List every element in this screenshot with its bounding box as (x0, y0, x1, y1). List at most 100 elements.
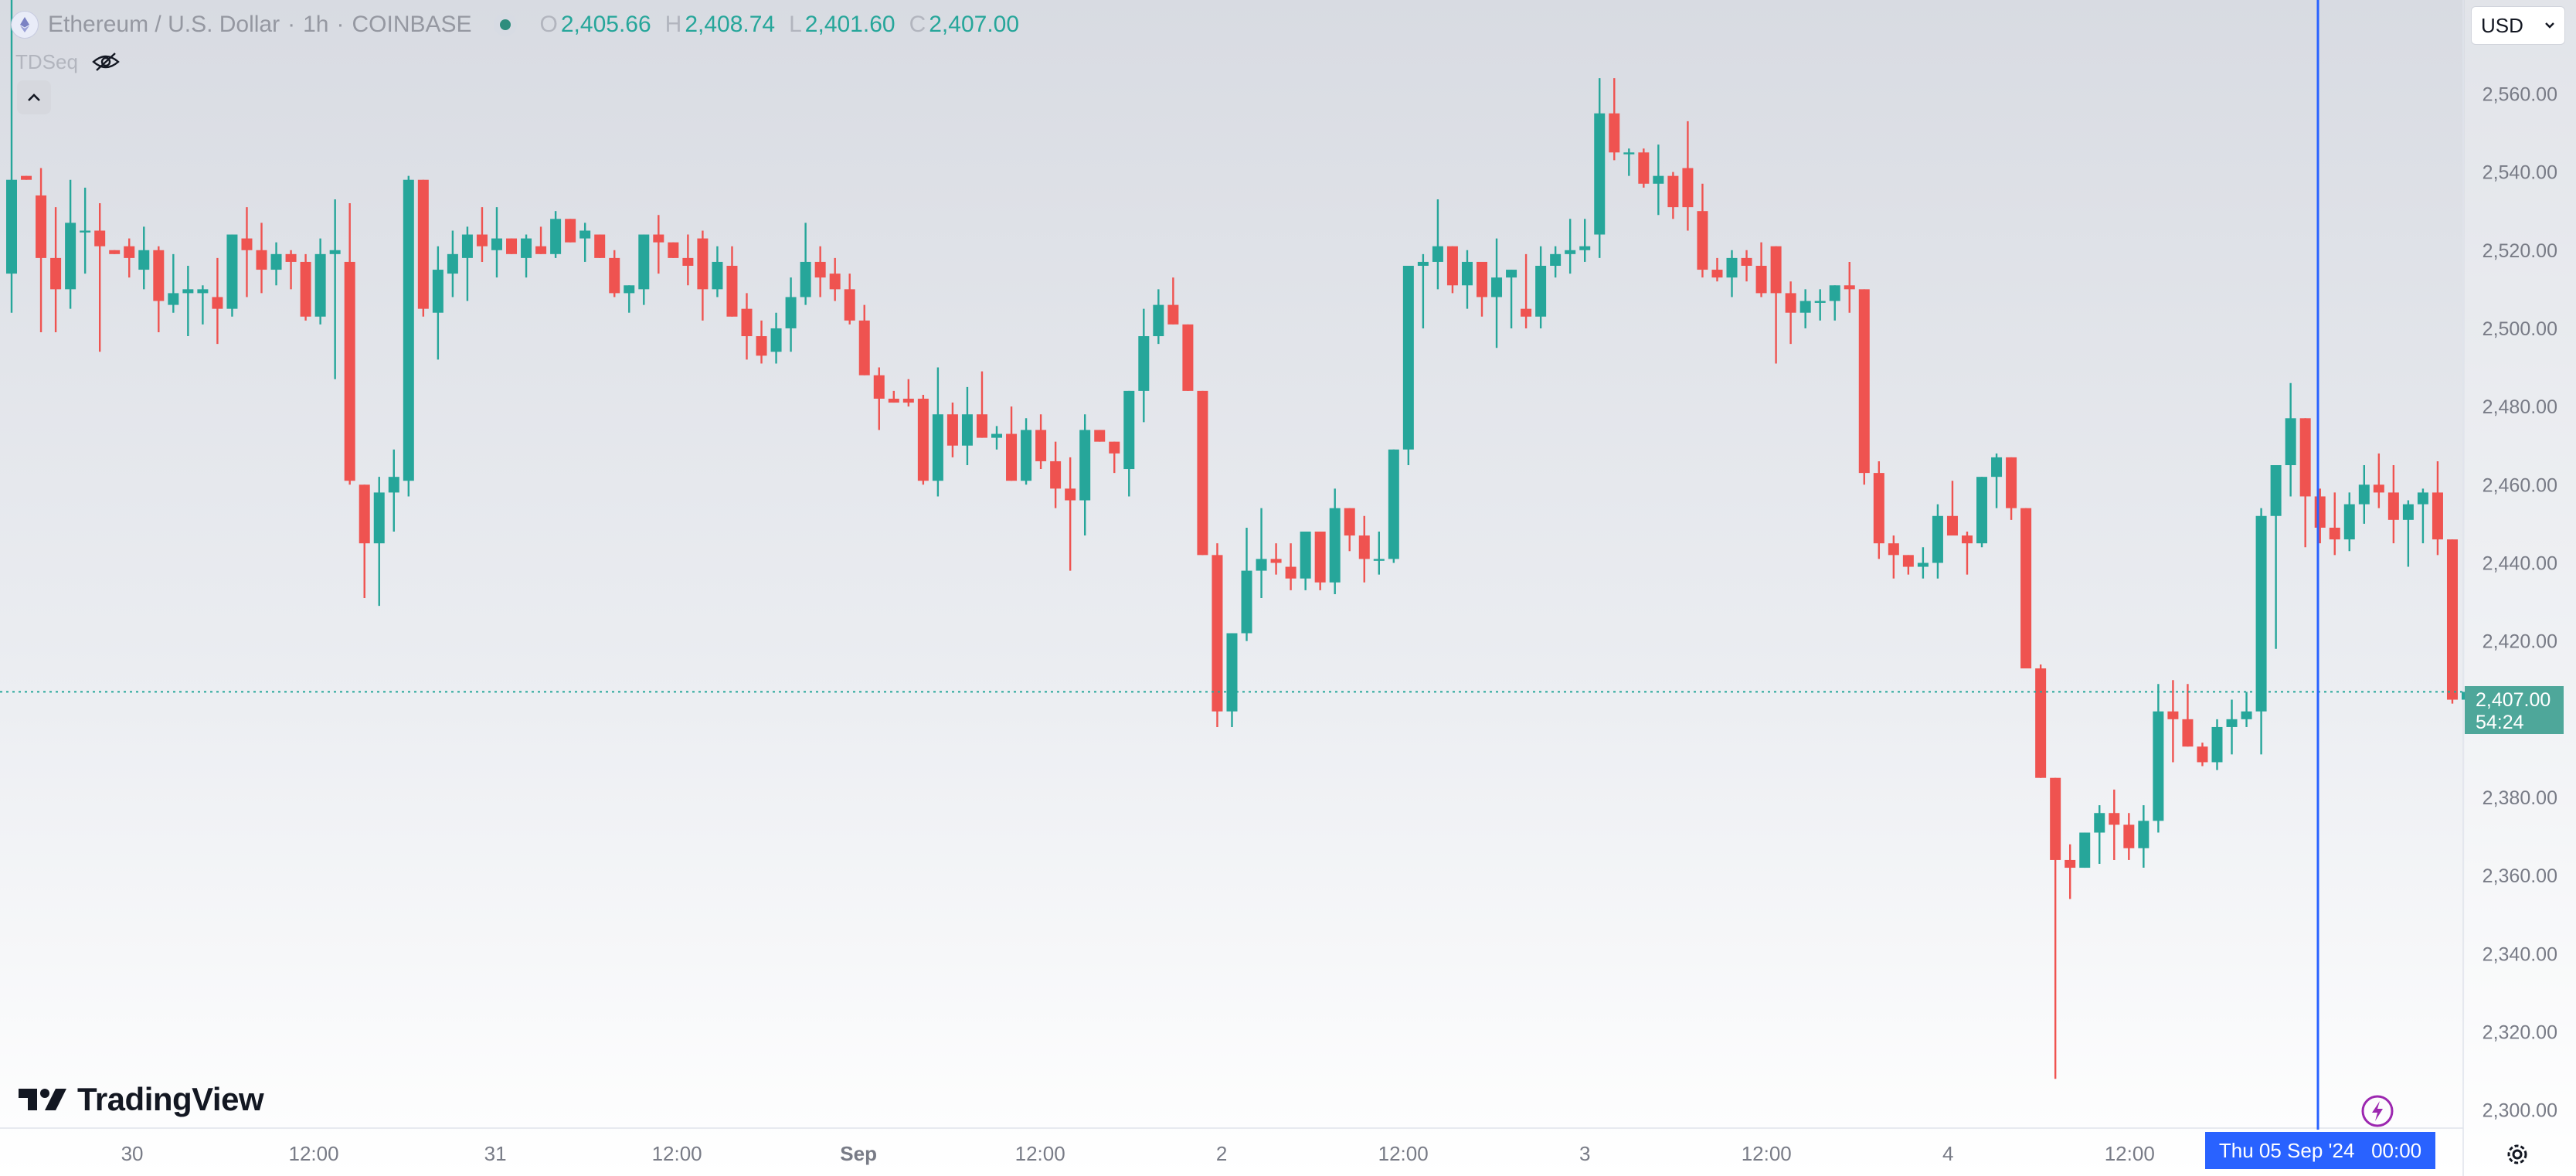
candle-body (65, 223, 76, 290)
candle-body (300, 261, 311, 317)
time-axis: 30 12:00 31 12:00 Sep 12:00 2 12:00 3 12:00 4 12:00 (121, 1142, 2155, 1165)
separator-dot: · (287, 12, 296, 37)
candle-body (2270, 465, 2282, 516)
tradingview-logo[interactable]: TradingView (19, 1079, 264, 1120)
candle-body (1256, 559, 1267, 571)
candle-body (1212, 555, 1223, 712)
candle-body (1976, 477, 1988, 544)
candle-body (1094, 430, 1106, 442)
brand-name: TradingView (77, 1081, 264, 1117)
candle-body (1770, 246, 1782, 294)
eye-off-icon[interactable] (92, 49, 123, 74)
lightning-icon[interactable] (2360, 1094, 2394, 1128)
candle-body (1946, 515, 1958, 536)
candle-body (491, 238, 502, 250)
candle-body (858, 320, 870, 376)
candle-body (2211, 726, 2223, 763)
close-key: C (909, 12, 926, 37)
candle-body (961, 414, 973, 446)
candle-body (829, 274, 841, 290)
candle-body (1726, 257, 1738, 278)
candle-body (1123, 390, 1135, 470)
candle-body (1844, 285, 1855, 290)
candle-body (1241, 570, 1252, 634)
candle-body (1785, 293, 1796, 313)
candle-body (1329, 508, 1341, 583)
candle-body (535, 246, 547, 254)
candle-body (1741, 257, 1752, 266)
candle-body (1506, 270, 1517, 278)
candle-body (1153, 304, 1164, 337)
candle-body (1521, 308, 1532, 317)
candle-body (138, 250, 150, 270)
price-axis: 2,300.00 2,320.00 2,340.00 2,360.00 2,380.00… (2483, 5, 2557, 1121)
symbol-legend: Ethereum / U.S. Dollar · 1h · COINBASE O… (11, 8, 1019, 42)
candle-body (2094, 813, 2105, 833)
gear-icon[interactable] (2503, 1140, 2531, 1168)
market-status-icon[interactable] (493, 13, 517, 36)
candle-body (124, 246, 135, 258)
candle-body (2197, 746, 2208, 763)
candle-body (2432, 492, 2443, 540)
symbol-name[interactable]: Ethereum / U.S. Dollar (48, 12, 280, 37)
candle-body (565, 219, 576, 243)
candle-body (902, 399, 914, 403)
candle-body (1991, 457, 2003, 478)
last-price-value: 2,407.00 (2476, 689, 2551, 711)
candle-body (1873, 473, 1884, 544)
candle-body (168, 293, 179, 305)
candle-body (1667, 175, 1679, 208)
candle-body (2241, 711, 2252, 719)
candle-body (153, 250, 165, 301)
candle-body (388, 477, 399, 493)
candle-body (109, 250, 121, 254)
candle-body (329, 250, 341, 254)
candle-body (1344, 508, 1355, 536)
candle-body (550, 219, 562, 254)
candle-body (2006, 457, 2017, 508)
candle-body (624, 285, 635, 294)
exchange-label: COINBASE (352, 12, 472, 37)
candle-body (476, 234, 488, 246)
time-tick-label: 12:00 (2105, 1142, 2155, 1165)
candle-body (2446, 539, 2458, 700)
high-key: H (664, 12, 682, 37)
price-tick-label: 2,340.00 (2483, 943, 2557, 965)
currency-select[interactable]: USD (2471, 6, 2565, 45)
candle-body (461, 234, 473, 258)
candle-body (1226, 633, 1238, 712)
candle-body (182, 289, 194, 294)
candle-body (991, 433, 1003, 438)
indicator-name[interactable]: TDSeq (15, 49, 78, 73)
price-tick-label: 2,420.00 (2483, 631, 2557, 653)
candle-body (6, 179, 17, 274)
candle-body (1285, 566, 1296, 579)
candle-body (873, 375, 885, 399)
open-value: 2,405.66 (560, 12, 651, 37)
candle-body (668, 242, 679, 258)
time-tick-label: Sep (840, 1142, 877, 1165)
candle-body (800, 261, 811, 297)
time-tick-label: 3 (1579, 1142, 1590, 1165)
price-tick-label: 2,540.00 (2483, 162, 2557, 184)
price-tick-label: 2,320.00 (2483, 1022, 2557, 1044)
candle-body (2285, 418, 2296, 465)
candle-body (1917, 563, 1929, 567)
candle-body (403, 179, 414, 481)
candle-body (682, 257, 694, 266)
indicator-legend: TDSeq (15, 46, 123, 77)
interval-label[interactable]: 1h (303, 12, 329, 37)
candle-body (2167, 711, 2179, 719)
candle-body (2417, 492, 2428, 505)
candle-body (1021, 430, 1032, 481)
candle-body (579, 230, 591, 239)
time-tick-label: 12:00 (1378, 1142, 1429, 1165)
price-tick-label: 2,500.00 (2483, 318, 2557, 340)
candle-body (2299, 418, 2311, 497)
candle-body (1682, 168, 1694, 208)
candle-body (1358, 535, 1370, 559)
candle-body (1138, 336, 1150, 391)
collapse-legend-button[interactable] (17, 80, 51, 114)
